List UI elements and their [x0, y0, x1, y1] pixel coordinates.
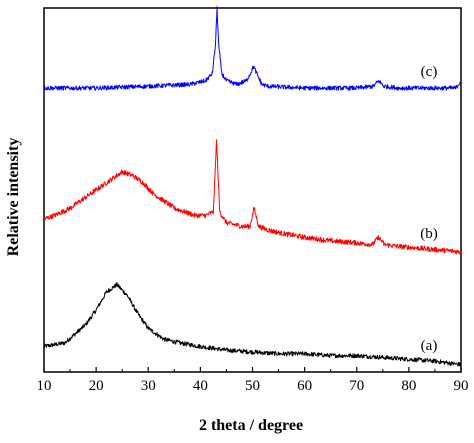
series-line-b [43, 139, 462, 255]
x-tick-label: 10 [37, 378, 52, 394]
plot-frame [43, 7, 462, 373]
x-tick-label: 50 [245, 378, 260, 394]
plot-border [43, 7, 462, 373]
series-line-a [43, 282, 462, 367]
x-tick-label: 20 [89, 378, 104, 394]
series-label-b: (b) [420, 226, 438, 242]
x-axis-title: 2 theta / degree [199, 417, 303, 434]
series-layer [43, 6, 462, 367]
x-tick-label: 80 [401, 378, 416, 394]
y-axis-title: Relative intensity [5, 138, 22, 257]
x-axis-ticks: 10 20 30 40 50 60 70 80 90 [37, 367, 469, 394]
x-tick-label: 90 [454, 378, 469, 394]
x-tick-label: 30 [141, 378, 156, 394]
x-tick-label: 60 [297, 378, 312, 394]
series-label-c: (c) [421, 64, 438, 80]
curve-labels: (a) (b) (c) [420, 64, 438, 354]
series-line-c [43, 6, 462, 91]
x-tick-label: 70 [349, 378, 364, 394]
series-label-a: (a) [421, 338, 438, 354]
x-tick-label: 40 [193, 378, 208, 394]
